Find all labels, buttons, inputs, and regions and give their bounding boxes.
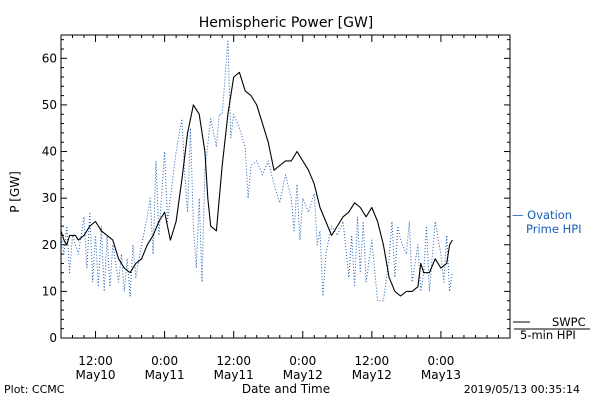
x-axis: 12:00May100:00May1112:00May110:00May1212… — [60, 35, 511, 382]
y-tick-label: 20 — [42, 238, 57, 252]
y-tick-label: 50 — [42, 98, 57, 112]
y-tick-label: 60 — [42, 51, 57, 65]
series-swpc-line — [60, 71, 453, 297]
x-tick-date-label: May11 — [145, 368, 185, 382]
y-tick-label: 40 — [42, 145, 57, 159]
x-tick-time-label: 12:00 — [78, 354, 113, 368]
x-tick-time-label: 0:00 — [289, 354, 316, 368]
x-tick-date-label: May10 — [75, 368, 115, 382]
x-tick-date-label: May13 — [421, 368, 461, 382]
footer-source: Plot: CCMC — [4, 383, 65, 396]
x-tick-date-label: May12 — [352, 368, 392, 382]
x-tick-time-label: 12:00 — [355, 354, 390, 368]
x-axis-label: Date and Time — [242, 382, 330, 396]
footer-timestamp: 2019/05/13 00:35:14 — [464, 383, 580, 396]
legend-ovation-line1: — Ovation — [512, 208, 572, 222]
y-tick-label: 30 — [42, 191, 57, 205]
x-tick-time-label: 12:00 — [216, 354, 251, 368]
y-axis-label: P [GW] — [8, 171, 22, 213]
chart-title: Hemispheric Power [GW] — [199, 15, 374, 31]
y-axis: 0 10 20 30 40 50 60 — [42, 39, 510, 345]
y-tick-label: 10 — [42, 284, 57, 298]
plot-frame — [60, 34, 511, 339]
legend-swpc-line1: SWPC — [552, 315, 586, 329]
series-group — [60, 39, 453, 302]
x-tick-date-label: May11 — [214, 368, 254, 382]
x-tick-date-label: May12 — [283, 368, 323, 382]
legend-ovation-line2: Prime HPI — [526, 222, 582, 236]
y-tick-label: 0 — [49, 331, 57, 345]
x-tick-time-label: 0:00 — [427, 354, 454, 368]
legend-swpc-line2: 5-min HPI — [520, 328, 576, 342]
x-tick-time-label: 0:00 — [151, 354, 178, 368]
